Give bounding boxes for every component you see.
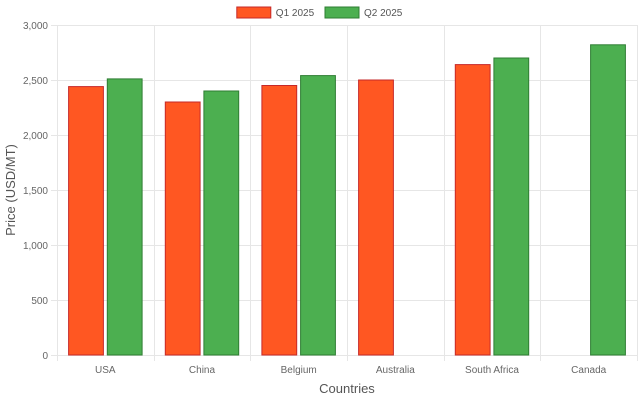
- legend[interactable]: Q1 2025 Q2 2025: [236, 6, 403, 19]
- grid: [51, 25, 638, 361]
- bar-belgium-q1-2025[interactable]: [261, 85, 298, 356]
- bar-south-africa-q1-2025[interactable]: [454, 64, 491, 356]
- axes: 0 500 1,000 1,500 2,000 2,500 3,000 USA China Bel…: [23, 21, 607, 376]
- bar-china-q2-2025[interactable]: [203, 90, 240, 356]
- bar-usa-q2-2025[interactable]: [106, 78, 143, 356]
- x-tick-label: Australia: [376, 365, 415, 376]
- y-axis-title: Price (USD/MT): [3, 144, 18, 236]
- legend-label: Q1 2025: [276, 8, 315, 19]
- bar-canada-q2-2025[interactable]: [590, 44, 626, 356]
- x-tick-label: Belgium: [281, 365, 317, 376]
- y-tick-label: 500: [31, 296, 48, 307]
- bar-china-q1-2025[interactable]: [164, 101, 201, 356]
- legend-label: Q2 2025: [364, 8, 403, 19]
- x-tick-label: China: [189, 365, 216, 376]
- x-tick-label: USA: [95, 365, 116, 376]
- bar-australia-q1-2025[interactable]: [358, 79, 394, 356]
- legend-swatch: [236, 6, 272, 19]
- y-tick-label: 3,000: [23, 21, 48, 32]
- y-tick-label: 2,500: [23, 76, 48, 87]
- y-tick-label: 2,000: [23, 131, 48, 142]
- bars: [68, 44, 626, 356]
- legend-swatch: [324, 6, 360, 19]
- bar-belgium-q2-2025[interactable]: [300, 75, 336, 356]
- legend-item-q1-2025[interactable]: Q1 2025: [236, 6, 315, 19]
- bar-usa-q1-2025[interactable]: [68, 86, 104, 356]
- x-axis-title: Countries: [319, 381, 375, 396]
- y-tick-label: 0: [42, 351, 48, 362]
- legend-item-q2-2025[interactable]: Q2 2025: [324, 6, 403, 19]
- y-tick-label: 1,000: [23, 241, 48, 252]
- bar-south-africa-q2-2025[interactable]: [493, 57, 530, 356]
- x-tick-label: South Africa: [465, 365, 519, 376]
- x-tick-label: Canada: [571, 365, 606, 376]
- y-tick-label: 1,500: [23, 186, 48, 197]
